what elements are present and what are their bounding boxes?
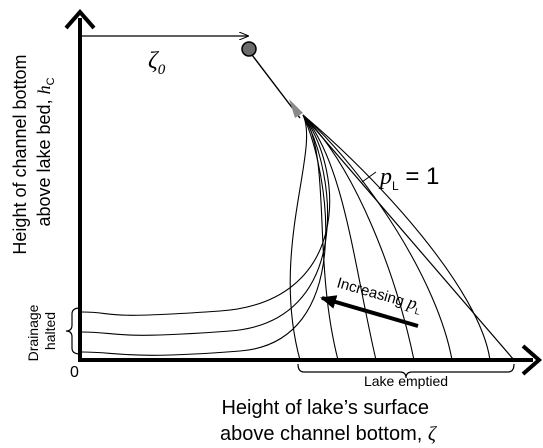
drainage-curve [302, 114, 339, 361]
drainage-curve [302, 114, 377, 361]
y-axis-label: Height of channel bottom above lake bed,… [10, 49, 57, 254]
origin-label: 0 [70, 364, 79, 381]
drainage-curves [81, 114, 515, 361]
drainage-curve [302, 114, 491, 361]
initial-state-point [241, 41, 257, 57]
trajectory-direction-arrow [289, 99, 303, 118]
drainage-curve [302, 114, 453, 361]
drainage-halted-label: Drainage halted [25, 301, 58, 362]
increasing-pL-label: Increasing pL [334, 272, 424, 317]
drainage-curve [81, 114, 327, 356]
lake-emptied-label: Lake emptied [364, 373, 448, 389]
x-axis [78, 344, 543, 376]
drainage-curve-pL-1 [302, 114, 515, 361]
increasing-pL-arrow [320, 295, 419, 328]
pL-leader-line [361, 171, 377, 183]
x-axis-label: Height of lake’s surface above channel b… [220, 397, 438, 445]
drainage-curve [81, 114, 329, 336]
zeta0-label: ζ0 [148, 48, 166, 78]
drainage-curve [289, 114, 308, 361]
drainage-halted-brace [65, 307, 81, 355]
pL-equals-1-label: pL = 1 [378, 163, 439, 193]
drainage-curve [302, 114, 415, 361]
y-axis [64, 8, 96, 360]
lake-emptied-brace [297, 363, 515, 379]
drainage-curve [81, 114, 331, 316]
